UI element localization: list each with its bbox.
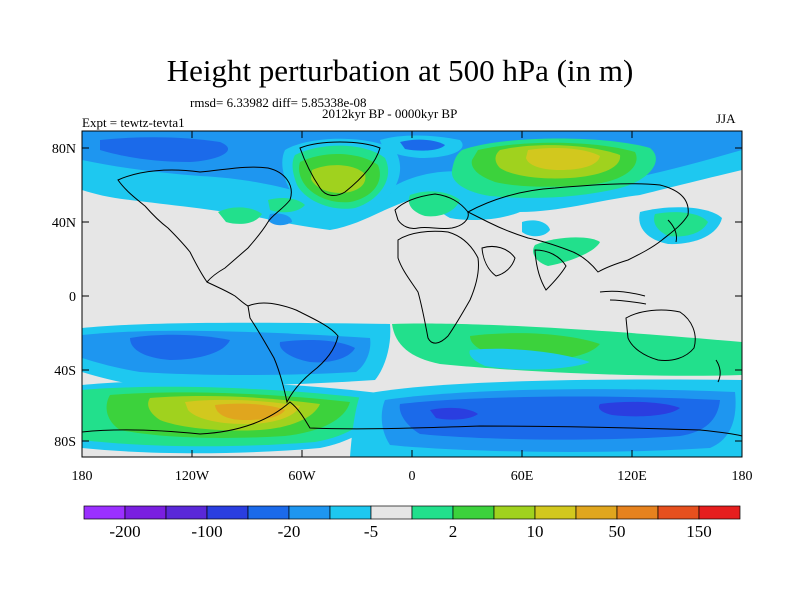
contour-antarctic-east-darkblue-1 — [430, 407, 478, 420]
colorbar-swatch — [452, 505, 495, 520]
colorbar-swatch — [411, 505, 454, 520]
lon-tick-label: 0 — [409, 469, 416, 484]
colorbar-label: 2 — [449, 522, 458, 541]
lat-tick-label: 80S — [54, 435, 76, 450]
colorbar-swatch — [657, 505, 700, 520]
lon-tick-label: 180 — [72, 469, 93, 484]
contour-europe-green — [408, 191, 460, 217]
colorbar-swatch — [288, 505, 331, 520]
colorbar-label: 10 — [527, 522, 544, 541]
experiment-text: Expt = tewtz-tevta1 — [82, 115, 185, 130]
colorbar-swatch — [575, 505, 618, 520]
coastlines — [82, 141, 742, 437]
coast-antarctica — [82, 401, 742, 437]
lon-tick-label: 60W — [288, 469, 316, 484]
contour-antarctic-east-darkblue-2 — [598, 401, 680, 417]
contour-indian-lightblue — [469, 348, 590, 370]
coast-arabia — [481, 245, 516, 277]
contour-na-green-2 — [268, 197, 305, 213]
lon-tick-label: 60E — [511, 469, 534, 484]
lon-tick-label: 180 — [732, 469, 753, 484]
map-title: Height perturbation at 500 hPa (in m) — [166, 53, 634, 88]
map-frame: 80N 40N 0 40S 80S 180 120W 60W 0 60E 120E 180 — [52, 130, 753, 484]
contour-arctic-blue — [400, 139, 445, 151]
contour-antarctic-west-orange — [215, 403, 285, 420]
season-text: JJA — [716, 111, 736, 126]
lat-tick-label: 40S — [54, 364, 76, 379]
colorbar-label: -20 — [278, 522, 301, 541]
contour-south-blue-core2 — [279, 340, 355, 363]
colorbar: -200 -100 -20 -5 2 10 50 150 — [83, 505, 741, 541]
coast-north-america — [117, 166, 292, 283]
contour-south-blue-core — [130, 334, 230, 360]
contour-asia-green — [533, 237, 600, 266]
coast-south-america — [247, 302, 339, 404]
colorbar-swatch — [534, 505, 577, 520]
lon-tick-marks: 180 120W 60W 0 60E 120E 180 — [72, 131, 753, 484]
colorbar-swatch — [329, 505, 372, 520]
colorbar-swatch — [493, 505, 536, 520]
coast-central-america — [206, 281, 249, 307]
contour-na-blue — [268, 213, 292, 226]
contour-eurasia-olive — [526, 148, 600, 170]
colorbar-label: -200 — [109, 522, 140, 541]
coast-greenland — [299, 141, 381, 196]
contour-na-green-1 — [218, 207, 262, 224]
lat-tick-label: 80N — [52, 142, 76, 157]
coast-new-zealand — [715, 359, 721, 383]
coast-india — [534, 249, 567, 291]
lon-tick-label: 120E — [617, 469, 647, 484]
coast-asia — [466, 183, 689, 273]
lat-tick-label: 40N — [52, 216, 76, 231]
colorbar-label: 50 — [609, 522, 626, 541]
lat-tick-marks: 80N 40N 0 40S 80S — [52, 142, 742, 450]
lat-tick-label: 0 — [69, 290, 76, 305]
colorbar-swatch — [83, 505, 126, 520]
colorbar-swatch — [370, 505, 413, 520]
coast-japan — [667, 219, 677, 243]
contour-eurasia-lb-south — [438, 199, 520, 220]
lon-tick-label: 120W — [175, 469, 210, 484]
coast-australia — [625, 309, 696, 361]
coast-europe — [394, 193, 469, 230]
colorbar-swatch — [124, 505, 167, 520]
colorbar-label: 150 — [686, 522, 712, 541]
colorbar-swatch — [165, 505, 208, 520]
coast-indonesia — [599, 290, 647, 305]
colorbar-swatch — [698, 505, 741, 520]
colorbar-label: -100 — [191, 522, 222, 541]
stats-text: rmsd= 6.33982 diff= 5.85338e-08 — [190, 95, 367, 110]
colorbar-swatch — [206, 505, 249, 520]
colorbar-swatch — [247, 505, 290, 520]
period-text: 2012kyr BP - 0000kyr BP — [322, 106, 458, 121]
contour-asia-blue-patch — [522, 220, 550, 237]
contour-north-blue — [100, 137, 229, 162]
colorbar-swatch — [616, 505, 659, 520]
coast-africa — [397, 230, 479, 344]
contour-field — [82, 131, 742, 457]
colorbar-label: -5 — [364, 522, 378, 541]
